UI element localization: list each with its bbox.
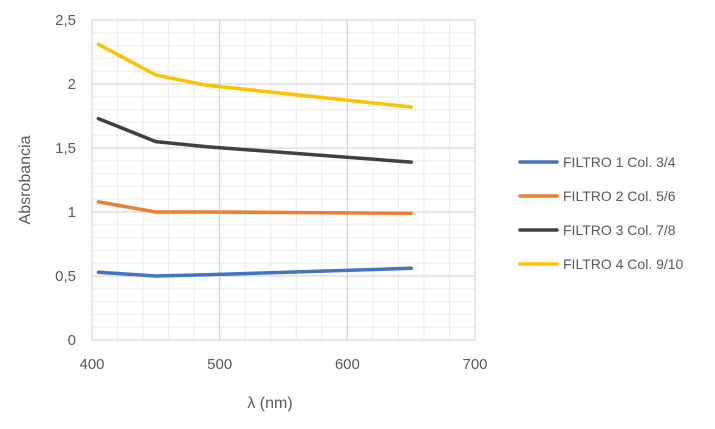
plot-border: [91, 19, 476, 341]
y-tick-label: 0,5: [55, 268, 76, 285]
x-tick-label: 400: [79, 356, 104, 373]
series-line: [96, 266, 413, 278]
series-line: [96, 42, 413, 109]
legend-label: FILTRO 4 Col. 9/10: [563, 256, 684, 272]
series-line: [96, 116, 413, 164]
y-tick-label: 1: [68, 204, 76, 221]
plot-area-border: [91, 19, 476, 341]
minor-grid: [92, 20, 475, 340]
legend-label: FILTRO 1 Col. 3/4: [563, 154, 676, 170]
y-tick-label: 0: [68, 332, 76, 349]
y-tick-label: 1,5: [55, 140, 76, 157]
x-tick-label: 700: [462, 356, 487, 373]
y-axis-ticks: 0 0,5 1 1,5 2 2,5: [55, 12, 76, 349]
x-tick-label: 600: [335, 356, 360, 373]
major-grid: [91, 19, 476, 341]
y-tick-label: 2,5: [55, 12, 76, 29]
x-axis-ticks: 400 500 600 700: [79, 356, 487, 373]
legend: FILTRO 1 Col. 3/4 FILTRO 2 Col. 5/6 FILTRO…: [518, 154, 684, 272]
legend-label: FILTRO 2 Col. 5/6: [563, 188, 676, 204]
x-axis-title: λ (nm): [247, 395, 292, 412]
series-line: [96, 200, 413, 216]
series-lines: [96, 42, 413, 278]
y-axis-title: Absrobancia: [17, 135, 34, 224]
x-tick-label: 500: [207, 356, 232, 373]
y-tick-label: 2: [68, 76, 76, 93]
legend-label: FILTRO 3 Col. 7/8: [563, 222, 676, 238]
